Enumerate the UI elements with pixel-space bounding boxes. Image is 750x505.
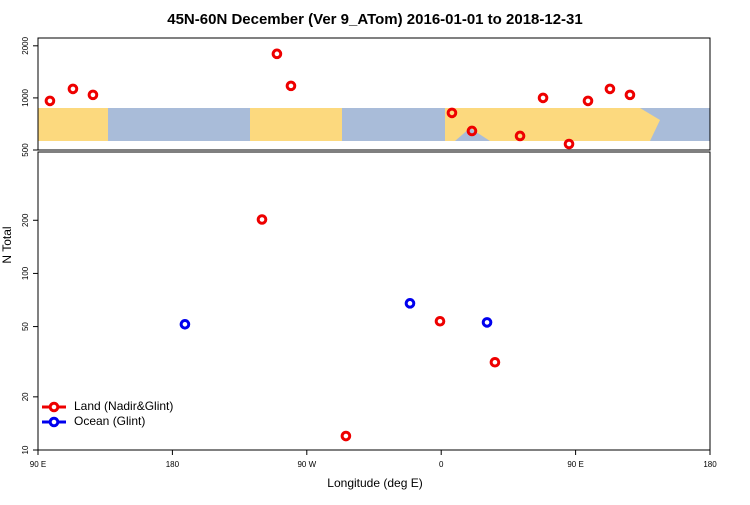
x-tick-label: 90 E xyxy=(30,460,46,469)
chart-title: 45N-60N December (Ver 9_ATom) 2016-01-01… xyxy=(167,11,583,28)
x-tick-label: 90 E xyxy=(567,460,583,469)
y-tick-label: 10 xyxy=(21,445,30,454)
y-tick-label: 200 xyxy=(21,213,30,227)
x-tick-label: 0 xyxy=(439,460,444,469)
y-tick-label: 2000 xyxy=(21,36,30,54)
y-tick-label: 100 xyxy=(21,266,30,280)
x-tick-label: 90 W xyxy=(297,460,316,469)
y-axis-label: N Total xyxy=(0,226,14,263)
y-tick-label: 500 xyxy=(21,143,30,157)
legend-label: Ocean (Glint) xyxy=(74,414,145,428)
y-tick-label: 50 xyxy=(21,322,30,331)
x-tick-label: 180 xyxy=(703,460,717,469)
y-tick-label: 1000 xyxy=(21,88,30,106)
legend-marker xyxy=(50,418,58,426)
x-tick-label: 180 xyxy=(166,460,180,469)
legend-marker xyxy=(50,403,58,411)
legend-label: Land (Nadir&Glint) xyxy=(74,399,173,413)
y-tick-label: 20 xyxy=(21,392,30,401)
x-axis-label: Longitude (deg E) xyxy=(327,476,422,490)
map-strip xyxy=(38,108,710,141)
